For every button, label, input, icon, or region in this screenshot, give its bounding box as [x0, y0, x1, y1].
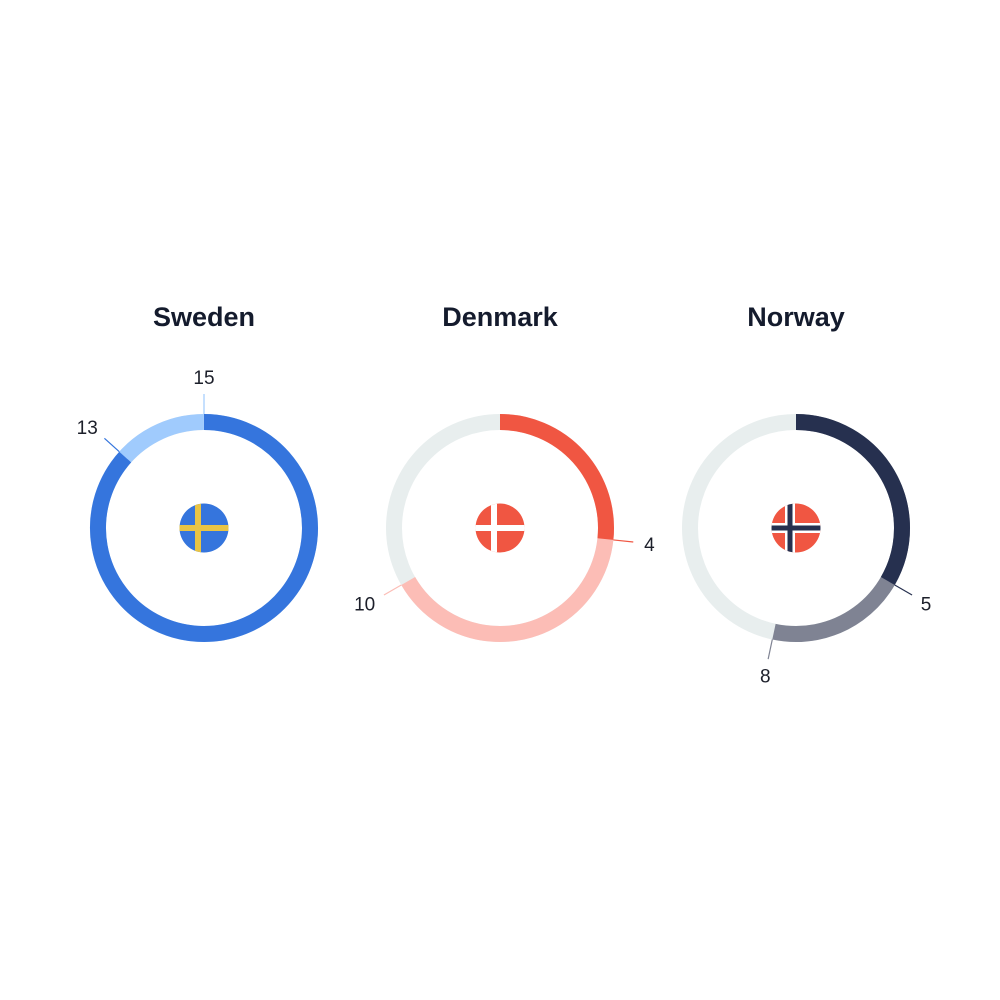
ring-segment-5 — [795, 414, 910, 585]
denmark-flag-icon — [475, 503, 525, 553]
leader-line-10 — [383, 584, 402, 596]
donut-panel-norway: Norway 5 8 — [682, 302, 932, 688]
panel-title: Denmark — [442, 302, 559, 332]
ring-segment-4 — [499, 414, 614, 540]
ring-segment-13 — [90, 414, 318, 642]
leader-line-5 — [894, 584, 913, 596]
data-label-8: 8 — [760, 667, 771, 688]
panel-title: Sweden — [153, 302, 255, 332]
sweden-flag-icon — [179, 503, 229, 553]
donut-panel-sweden: Sweden 13 15 — [77, 302, 318, 642]
data-label-10: 10 — [354, 595, 375, 616]
donut-panel-denmark: Denmark 4 10 — [354, 302, 655, 642]
leader-line-4 — [613, 539, 634, 543]
data-label-4: 4 — [644, 535, 655, 556]
leader-line-8 — [767, 639, 773, 660]
panel-title: Norway — [747, 302, 845, 332]
data-label-5: 5 — [921, 595, 932, 616]
data-label-15: 15 — [193, 368, 214, 389]
data-label-13: 13 — [77, 418, 98, 439]
norway-flag-icon — [771, 503, 821, 553]
leader-line-13 — [104, 437, 120, 453]
